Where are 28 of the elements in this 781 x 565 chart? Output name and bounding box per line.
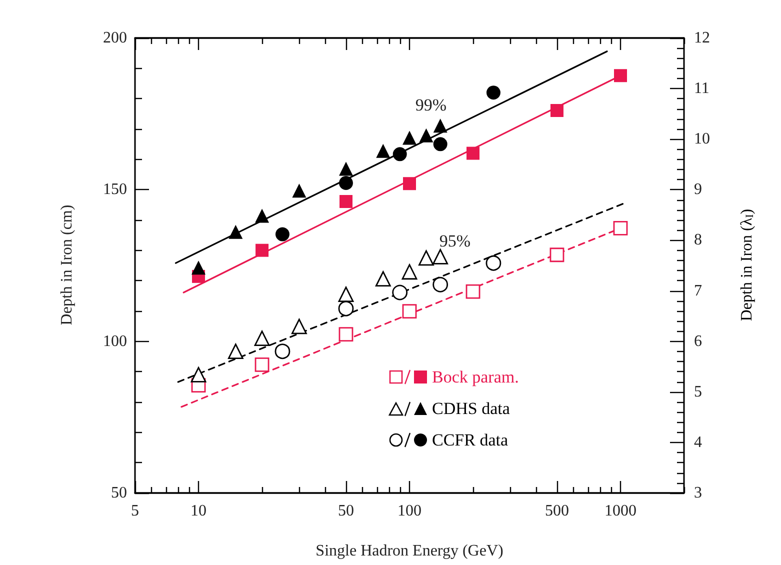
- y2-tick-label: 11: [694, 80, 710, 98]
- y2-tick-label: 12: [694, 30, 710, 46]
- x-axis-title: Single Hadron Energy (GeV): [316, 542, 504, 560]
- legend-label: CCFR data: [432, 430, 508, 450]
- x-tick-label: 500: [544, 502, 569, 520]
- y2-tick-label: 4: [694, 434, 702, 451]
- x-tick-label: 5: [131, 502, 139, 520]
- y2-tick-label: 10: [694, 130, 710, 148]
- x-tick-label: 100: [398, 502, 422, 520]
- annotation: 99%: [415, 96, 447, 114]
- annotation: 95%: [439, 232, 471, 250]
- y-axis-title: Depth in Iron (cm): [58, 204, 76, 326]
- y-tick-label: 100: [103, 332, 127, 350]
- y2-tick-label: 3: [694, 484, 702, 502]
- y2-tick-label: 6: [694, 332, 702, 350]
- y2-tick-label: 7: [694, 282, 702, 300]
- y-tick-label: 50: [111, 484, 127, 502]
- y2-axis-title: Depth in Iron (λI): [738, 208, 756, 322]
- y2-tick-label: 5: [694, 383, 702, 400]
- x-tick-label: 50: [338, 502, 354, 520]
- y2-tick-label: 8: [694, 232, 702, 249]
- legend-label: Bock param.: [432, 368, 519, 386]
- x-tick-label: 10: [190, 502, 207, 520]
- legend-label: CDHS data: [432, 399, 510, 418]
- y-tick-label: 150: [103, 181, 127, 198]
- y-tick-label: 200: [103, 30, 127, 46]
- y2-tick-label: 9: [694, 181, 702, 198]
- x-tick-label: 1000: [604, 502, 636, 520]
